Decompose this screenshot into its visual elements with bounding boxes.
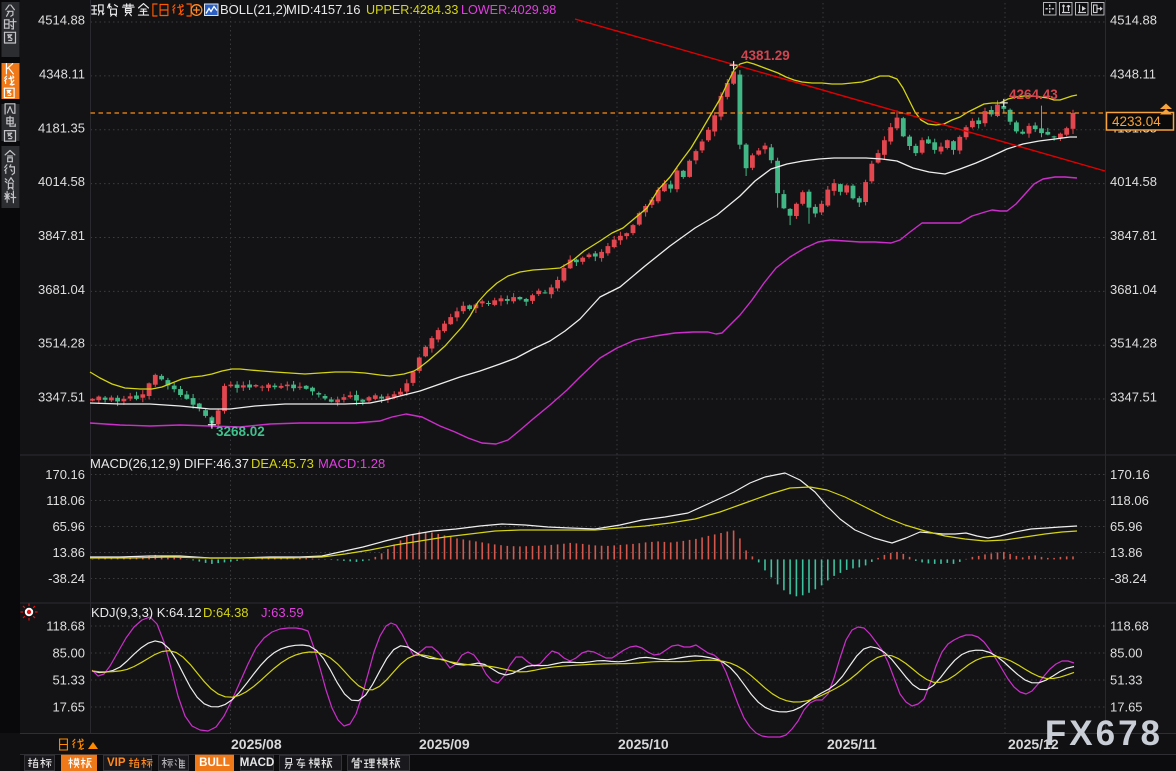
svg-text:4514.88: 4514.88 <box>38 13 85 28</box>
svg-text:118.68: 118.68 <box>1110 619 1149 634</box>
svg-text:VIP: VIP <box>107 757 126 769</box>
svg-text:85.00: 85.00 <box>52 646 85 661</box>
svg-text:4348.11: 4348.11 <box>39 66 85 81</box>
svg-text:2025/09: 2025/09 <box>419 736 470 752</box>
svg-text:4014.58: 4014.58 <box>38 174 85 189</box>
svg-text:65.96: 65.96 <box>52 519 85 534</box>
svg-text:DEA:45.73: DEA:45.73 <box>251 456 314 471</box>
svg-text:17.65: 17.65 <box>1110 700 1143 715</box>
svg-text:LOWER:4029.98: LOWER:4029.98 <box>461 3 556 17</box>
svg-text:4514.88: 4514.88 <box>1110 13 1157 28</box>
svg-text:118.06: 118.06 <box>46 493 85 508</box>
svg-text:170.16: 170.16 <box>45 467 85 482</box>
svg-text:UPPER:4284.33: UPPER:4284.33 <box>366 3 458 17</box>
svg-text:MACD: MACD <box>240 757 275 769</box>
svg-text:4233.04: 4233.04 <box>1112 114 1161 129</box>
svg-text:3347.51: 3347.51 <box>38 390 85 405</box>
svg-text:170.16: 170.16 <box>1110 467 1150 482</box>
svg-text:51.33: 51.33 <box>52 673 85 688</box>
svg-text:2025/11: 2025/11 <box>827 736 877 752</box>
svg-text:85.00: 85.00 <box>1110 646 1143 661</box>
svg-text:J:63.59: J:63.59 <box>261 605 304 620</box>
svg-text:3347.51: 3347.51 <box>1110 390 1157 405</box>
svg-text:BULL: BULL <box>199 757 230 769</box>
svg-text:4381.29: 4381.29 <box>741 48 790 63</box>
svg-text:4264.43: 4264.43 <box>1009 87 1058 102</box>
svg-text:51.33: 51.33 <box>1110 673 1143 688</box>
svg-text:FX678: FX678 <box>1045 714 1163 753</box>
svg-text:MACD:1.28: MACD:1.28 <box>318 456 385 471</box>
svg-text:118.68: 118.68 <box>46 619 85 634</box>
svg-text:-38.24: -38.24 <box>1110 571 1147 586</box>
svg-text:13.86: 13.86 <box>1110 545 1143 560</box>
svg-text:MID:4157.16: MID:4157.16 <box>286 2 360 17</box>
svg-text:2025/12: 2025/12 <box>1008 736 1059 752</box>
svg-text:-38.24: -38.24 <box>48 571 85 586</box>
svg-text:BOLL(21,2): BOLL(21,2) <box>220 2 287 17</box>
svg-text:4348.11: 4348.11 <box>1110 66 1156 81</box>
svg-text:13.86: 13.86 <box>52 545 85 560</box>
svg-text:17.65: 17.65 <box>52 700 85 715</box>
svg-text:4014.58: 4014.58 <box>1110 174 1157 189</box>
svg-text:3681.04: 3681.04 <box>38 282 85 297</box>
svg-text:118.06: 118.06 <box>1110 493 1149 508</box>
svg-text:MACD(26,12,9) DIFF:46.37: MACD(26,12,9) DIFF:46.37 <box>90 456 249 471</box>
svg-text:4181.35: 4181.35 <box>38 120 85 135</box>
svg-text:3847.81: 3847.81 <box>1110 228 1157 243</box>
svg-text:3268.02: 3268.02 <box>216 424 265 439</box>
svg-text:65.96: 65.96 <box>1110 519 1143 534</box>
svg-text:3847.81: 3847.81 <box>38 228 85 243</box>
svg-text:3514.28: 3514.28 <box>1110 336 1157 351</box>
svg-text:2025/10: 2025/10 <box>618 736 669 752</box>
svg-text:2025/08: 2025/08 <box>231 736 282 752</box>
svg-text:D:64.38: D:64.38 <box>203 605 249 620</box>
svg-text:3681.04: 3681.04 <box>1110 282 1157 297</box>
svg-text:KDJ(9,3,3) K:64.12: KDJ(9,3,3) K:64.12 <box>91 605 202 620</box>
svg-text:3514.28: 3514.28 <box>38 336 85 351</box>
